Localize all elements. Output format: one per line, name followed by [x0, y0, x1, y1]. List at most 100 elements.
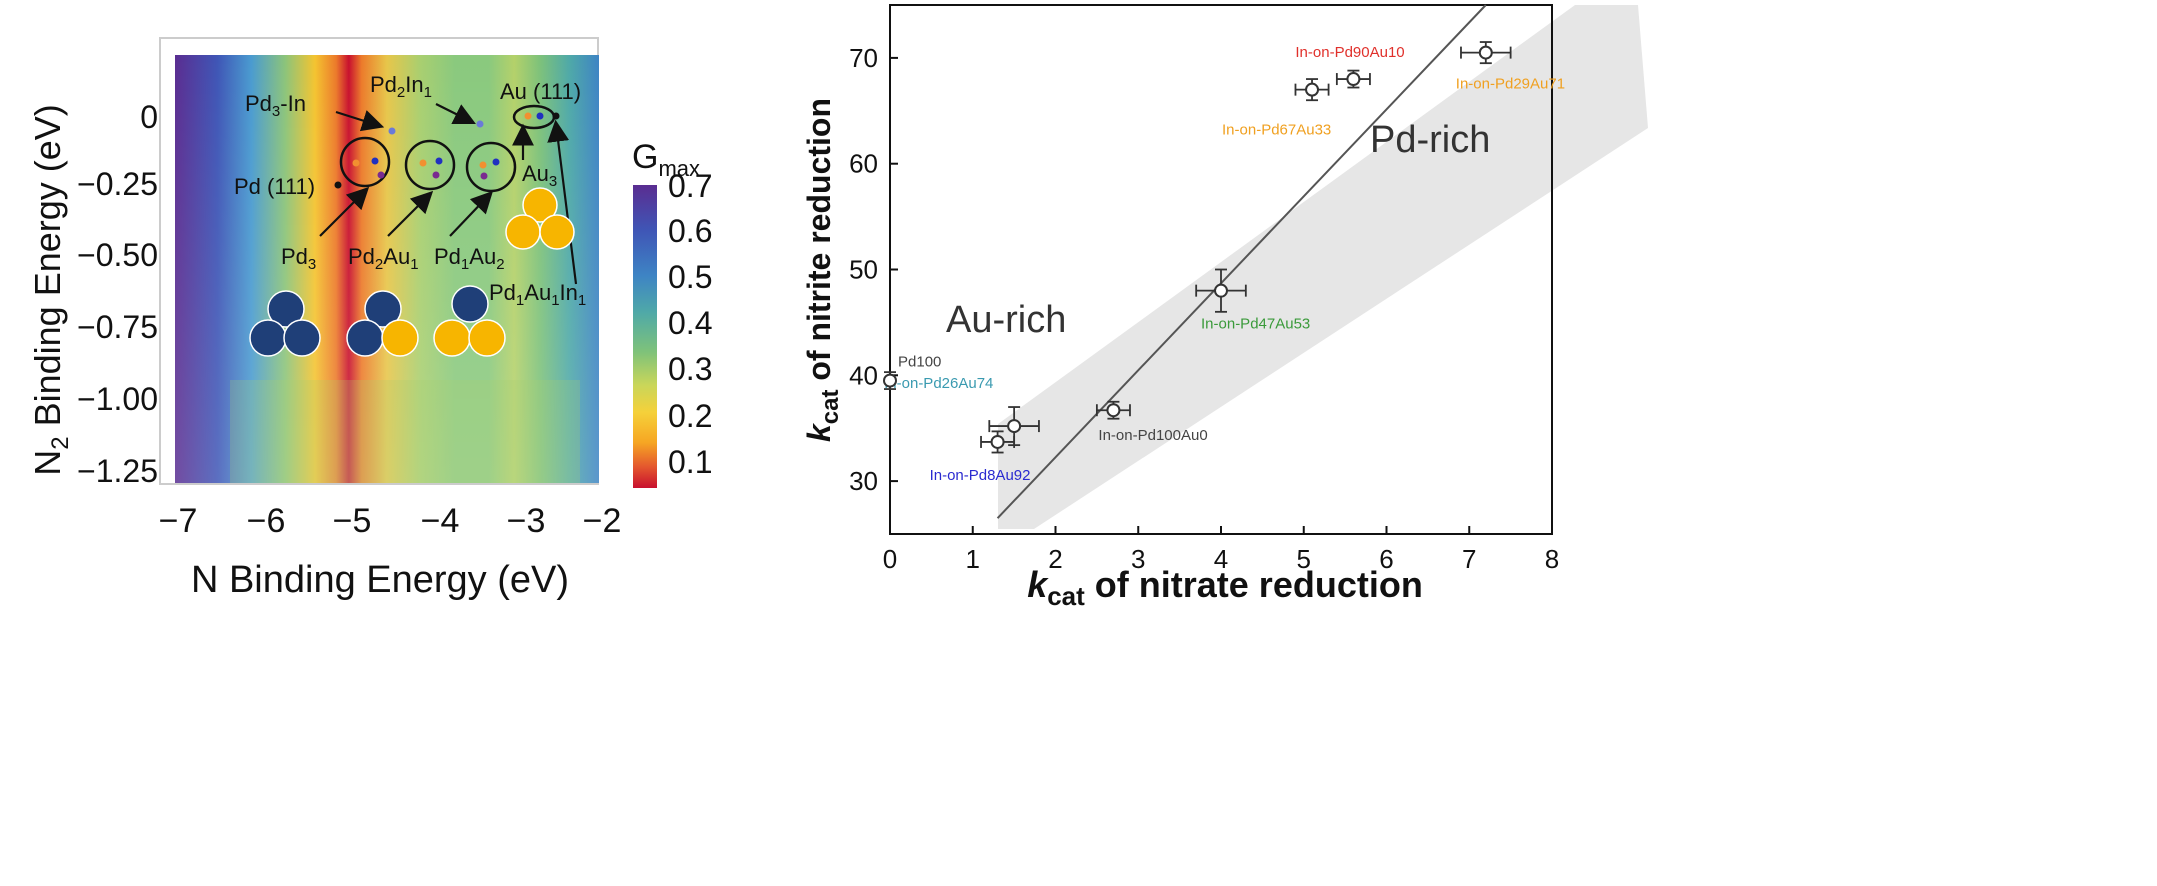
point-label: In-on-Pd100Au0: [1098, 427, 1207, 444]
data-point: In-on-Pd67Au33: [1222, 78, 1331, 139]
colorbar-tick: 0.1: [668, 444, 712, 480]
label-pd111: Pd (111): [234, 174, 315, 199]
data-point: In-on-Pd100Au0: [1095, 400, 1208, 444]
point-label: In-on-Pd26Au74: [884, 375, 993, 392]
colorbar: Gmax 0.7 0.6 0.5 0.4 0.3 0.2 0.1: [632, 138, 712, 488]
label-pd1au1in1: Pd1Au1In1: [489, 280, 586, 309]
right-ticks: 0 1 2 3 4 5 6 7 8 30 40 50 60 70: [849, 43, 1559, 574]
site-dots: [334, 112, 560, 189]
x-tick-label: 2: [1048, 544, 1062, 574]
x-tick-label: 4: [1214, 544, 1228, 574]
pd1au2-trimer-icon: [433, 285, 506, 357]
data-point: In-on-Pd8Au92: [930, 430, 1031, 484]
arrow-pd1au1in1: [547, 119, 578, 285]
x-tick-label: 6: [1379, 544, 1393, 574]
y-tick-label: 70: [849, 43, 878, 73]
label-pd3-in: Pd3-In: [245, 91, 306, 120]
right-panel: Au-rich Pd-rich kcat of nitrate reductio…: [801, 4, 1648, 611]
pd2au1-trimer-icon: [346, 290, 419, 357]
left-y-axis-label: N2 Binding Energy (eV): [27, 104, 74, 476]
left-y-tick: −1.25: [77, 453, 158, 489]
point-marker: [883, 373, 897, 388]
site-dot: [435, 157, 443, 165]
site-circle-pd3: [339, 136, 391, 188]
right-y-axis-label: kcat of nitrite reduction: [801, 98, 844, 442]
colorbar-title: Gmax: [632, 138, 700, 181]
x-tick-label: 0: [883, 544, 897, 574]
colorbar-tick: 0.7: [668, 168, 712, 204]
arrow-pd3: [319, 186, 370, 237]
heatmap-lower-band: [230, 380, 580, 483]
x-tick-label: 8: [1545, 544, 1559, 574]
site-circle-pd2au1: [404, 139, 456, 191]
site-dot: [371, 157, 379, 165]
arrow-pd2in1: [435, 103, 476, 124]
point-marker: [990, 434, 1005, 449]
au3-trimer-icon: [505, 187, 575, 250]
point-marker: [1346, 72, 1361, 87]
label-pd3: Pd3: [281, 244, 316, 273]
site-dot: [377, 171, 385, 179]
annotation-labels: Pd3-In Pd2In1 Au (111) Pd (111) Au3 Pd3 …: [234, 72, 586, 309]
x-tick-label: 3: [1131, 544, 1145, 574]
arrow-pd3in: [335, 110, 385, 132]
x-tick-label: 7: [1462, 544, 1476, 574]
left-x-tick: −4: [421, 502, 460, 540]
colorbar-tick: 0.5: [668, 259, 712, 295]
site-dot: [480, 172, 488, 180]
label-pd2au1: Pd2Au1: [348, 244, 419, 273]
y-tick-label: 60: [849, 149, 878, 179]
data-point: In-on-Pd29Au71: [1456, 41, 1565, 93]
colorbar-tick: 0.2: [668, 398, 712, 434]
site-dot: [479, 161, 487, 169]
y-tick-label: 30: [849, 466, 878, 496]
left-y-tick: −0.50: [77, 237, 158, 273]
left-y-tick: −0.75: [77, 309, 158, 345]
point-marker: [1478, 45, 1493, 60]
colorbar-tick: 0.4: [668, 305, 712, 341]
label-pd1au2: Pd1Au2: [434, 244, 505, 273]
site-dot: [432, 171, 440, 179]
point-label: In-on-Pd8Au92: [930, 467, 1031, 484]
left-y-tick: −1.00: [77, 381, 158, 417]
site-dot: [419, 159, 427, 167]
left-x-tick: −5: [333, 502, 372, 540]
region-label-au-rich: Au-rich: [946, 299, 1066, 341]
left-x-ticks: −7 −6 −5 −4 −3 −2: [159, 502, 622, 540]
colorbar-tick: 0.6: [668, 213, 712, 249]
arrow-pd2au1: [387, 190, 434, 237]
y-tick-label: 40: [849, 360, 878, 390]
x-tick-label: 1: [966, 544, 980, 574]
confidence-band: [998, 5, 1648, 529]
point-marker: [1305, 82, 1320, 97]
site-dot: [536, 112, 544, 120]
arrow-pd1au2: [449, 190, 494, 237]
left-x-tick: −7: [159, 502, 198, 540]
pd3-trimer-icon: [249, 290, 321, 357]
left-x-tick: −6: [247, 502, 286, 540]
point-label: Pd100: [898, 354, 941, 371]
label-au3: Au3: [522, 161, 557, 190]
region-label-pd-rich: Pd-rich: [1370, 119, 1490, 161]
point-marker: [1214, 283, 1228, 298]
point-marker: [1106, 403, 1121, 418]
point-label: In-on-Pd67Au33: [1222, 122, 1331, 139]
colorbar-tick: 0.3: [668, 351, 712, 387]
site-dot: [524, 112, 532, 120]
data-point: In-on-Pd26Au74: [884, 375, 1040, 447]
point-label: In-on-Pd47Au53: [1201, 316, 1310, 333]
data-point: In-on-Pd90Au10: [1295, 44, 1405, 89]
annotation-arrows: [319, 103, 578, 285]
label-au111: Au (111): [500, 79, 581, 104]
left-x-tick: −2: [583, 502, 622, 540]
site-dot: [388, 127, 396, 135]
site-dot: [352, 159, 360, 167]
label-pd2-in1: Pd2In1: [370, 72, 432, 101]
point-marker: [1007, 419, 1022, 434]
left-y-ticks: 0 −0.25 −0.50 −0.75 −1.00 −1.25: [77, 99, 158, 489]
site-dot: [476, 120, 484, 128]
site-dot: [492, 158, 500, 166]
colorbar-bar: [633, 185, 657, 488]
site-dot: [334, 181, 342, 189]
